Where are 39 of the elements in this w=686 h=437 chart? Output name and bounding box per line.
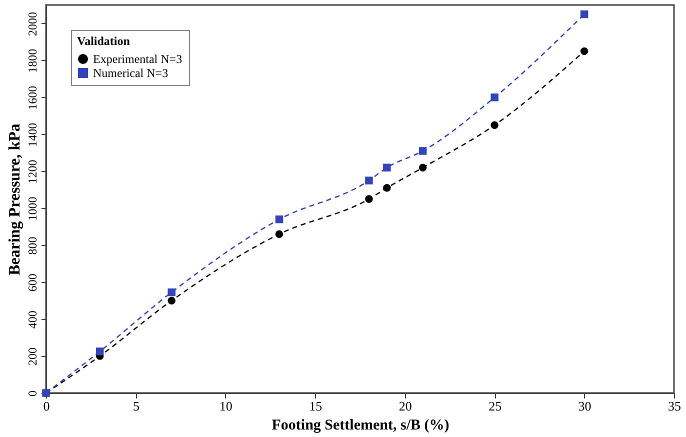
y-axis-title: Bearing Pressure, kPa: [6, 124, 24, 276]
point: [418, 164, 427, 172]
legend-label: Experimental N=3: [93, 52, 182, 66]
x-tick-label: 25: [488, 398, 502, 414]
x-tick-label: 0: [43, 398, 50, 414]
point: [418, 147, 427, 155]
point: [168, 288, 176, 296]
y-tick-label: 1400: [26, 122, 40, 147]
y-tick-label: 600: [26, 274, 40, 292]
point: [383, 184, 391, 192]
point: [490, 94, 498, 102]
y-tick-label: 800: [26, 236, 40, 255]
point: [96, 348, 104, 356]
y-tick-label: 400: [26, 310, 40, 329]
y-tick-label: 1600: [26, 86, 40, 110]
x-tick-label: 20: [398, 398, 412, 414]
y-tick-label: 1800: [26, 48, 40, 73]
point: [490, 121, 498, 129]
x-axis-title: Footing Settlement, s/B (%): [272, 418, 450, 434]
x-tick-label: 30: [578, 398, 592, 414]
legend-title: Validation: [77, 34, 130, 48]
y-tick-label: 2000: [26, 12, 40, 36]
y-tick-label: 200: [26, 348, 40, 366]
point: [275, 230, 284, 238]
y-tick-label: 1200: [26, 160, 40, 184]
point: [365, 195, 373, 203]
point: [580, 10, 588, 18]
x-tick-label: 15: [309, 398, 322, 414]
point: [275, 215, 284, 224]
point: [580, 47, 588, 56]
x-tick-label: 35: [668, 398, 681, 414]
y-tick-label: 1000: [26, 196, 40, 221]
point: [383, 164, 391, 172]
x-tick-label: 10: [219, 398, 232, 414]
point: [365, 176, 373, 184]
x-tick-label: 5: [132, 398, 140, 414]
legend-label: Numerical N=3: [93, 66, 168, 80]
point: [168, 296, 176, 304]
y-tick-label: 0: [26, 390, 40, 396]
